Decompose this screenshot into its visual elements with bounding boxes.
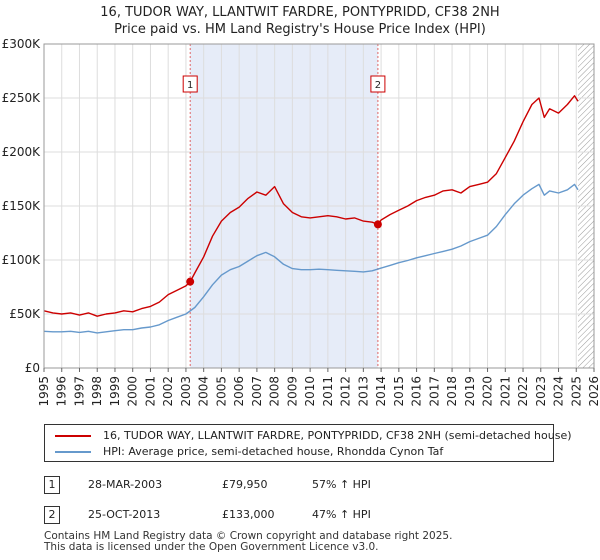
legend-label-hpi: HPI: Average price, semi-detached house,… (103, 445, 444, 458)
x-tick-label: 2021 (498, 376, 512, 407)
y-tick-label: £200K (2, 145, 42, 159)
x-tick-label: 2013 (356, 376, 370, 407)
x-tick-label: 2025 (569, 376, 583, 407)
x-tick-label: 2024 (552, 376, 566, 407)
x-tick-label: 2008 (268, 376, 282, 407)
x-tick-label: 2006 (232, 376, 246, 407)
y-tick-label: £150K (2, 199, 42, 213)
x-tick-label: 2023 (534, 376, 548, 407)
x-tick-label: 1999 (108, 376, 122, 407)
y-tick-label: £250K (2, 91, 42, 105)
chart-title: 16, TUDOR WAY, LLANTWIT FARDRE, PONTYPRI… (100, 5, 500, 20)
x-tick-label: 1996 (55, 376, 69, 407)
chart-subtitle: Price paid vs. HM Land Registry's House … (114, 22, 486, 37)
y-tick-label: £0 (25, 361, 40, 375)
x-tick-label: 2011 (321, 376, 335, 407)
x-tick-label: 2002 (161, 376, 175, 407)
x-tick-label: 2003 (179, 376, 193, 407)
plot-border (43, 43, 595, 369)
x-tick-label: 2004 (197, 376, 211, 407)
legend-swatch-hpi (55, 451, 91, 453)
legend-item-hpi: HPI: Average price, semi-detached house,… (55, 444, 443, 460)
x-tick-label: 2000 (126, 376, 140, 407)
legend-swatch-property (55, 435, 91, 437)
x-tick-label: 2018 (445, 376, 459, 407)
transaction-hpi: 57% ↑ HPI (312, 478, 371, 491)
x-tick-label: 2005 (214, 376, 228, 407)
x-tick-label: 2022 (516, 376, 530, 407)
legend: 16, TUDOR WAY, LLANTWIT FARDRE, PONTYPRI… (44, 424, 572, 462)
x-tick-label: 2010 (303, 376, 317, 407)
y-tick-label: £50K (9, 307, 41, 321)
transaction-date: 28-MAR-2003 (88, 478, 163, 491)
x-tick-label: 2020 (481, 376, 495, 407)
legend-item-property: 16, TUDOR WAY, LLANTWIT FARDRE, PONTYPRI… (55, 428, 572, 444)
series-line-property (43, 95, 579, 317)
x-tick-label: 2012 (339, 376, 353, 407)
x-tick-label: 2017 (427, 376, 441, 407)
chart-title-block: 16, TUDOR WAY, LLANTWIT FARDRE, PONTYPRI… (0, 4, 600, 38)
transaction-point (373, 220, 382, 229)
footer-copyright: Contains HM Land Registry data © Crown c… (44, 530, 453, 542)
x-tick-label: 2014 (374, 376, 388, 407)
x-tick-label: 1995 (37, 376, 51, 407)
transaction-label-box (370, 75, 386, 93)
transaction-number: 2 (44, 506, 60, 524)
x-tick-label: 2026 (587, 376, 600, 407)
x-tick-label: 2007 (250, 376, 264, 407)
transaction-number: 1 (44, 476, 60, 494)
x-tick-label: 2001 (143, 376, 157, 407)
y-tick-label: £100K (2, 253, 42, 267)
transaction-label: 2 (375, 80, 381, 91)
x-tick-label: 1998 (90, 376, 104, 407)
x-tick-label: 2009 (285, 376, 299, 407)
series-group (43, 95, 579, 334)
transaction-point (186, 277, 195, 286)
x-tick-label: 2015 (392, 376, 406, 407)
series-line-hpi (43, 183, 579, 334)
transaction-date: 25-OCT-2013 (88, 508, 161, 521)
y-tick-label: £300K (2, 37, 42, 51)
legend-label-property: 16, TUDOR WAY, LLANTWIT FARDRE, PONTYPRI… (103, 429, 572, 442)
footer-licence: This data is licensed under the Open Gov… (44, 541, 379, 553)
x-tick-label: 2019 (463, 376, 477, 407)
transaction-price: £133,000 (222, 508, 275, 521)
transaction-label: 1 (187, 80, 193, 91)
transaction-row: 1 28-MAR-2003 £79,950 57% ↑ HPI (0, 476, 600, 498)
transaction-row: 2 25-OCT-2013 £133,000 47% ↑ HPI (0, 506, 600, 528)
transaction-label-box (182, 75, 198, 93)
footer: Contains HM Land Registry data © Crown c… (44, 531, 452, 553)
transaction-price: £79,950 (222, 478, 268, 491)
x-tick-label: 2016 (410, 376, 424, 407)
transaction-hpi: 47% ↑ HPI (312, 508, 371, 521)
x-tick-label: 1997 (72, 376, 86, 407)
